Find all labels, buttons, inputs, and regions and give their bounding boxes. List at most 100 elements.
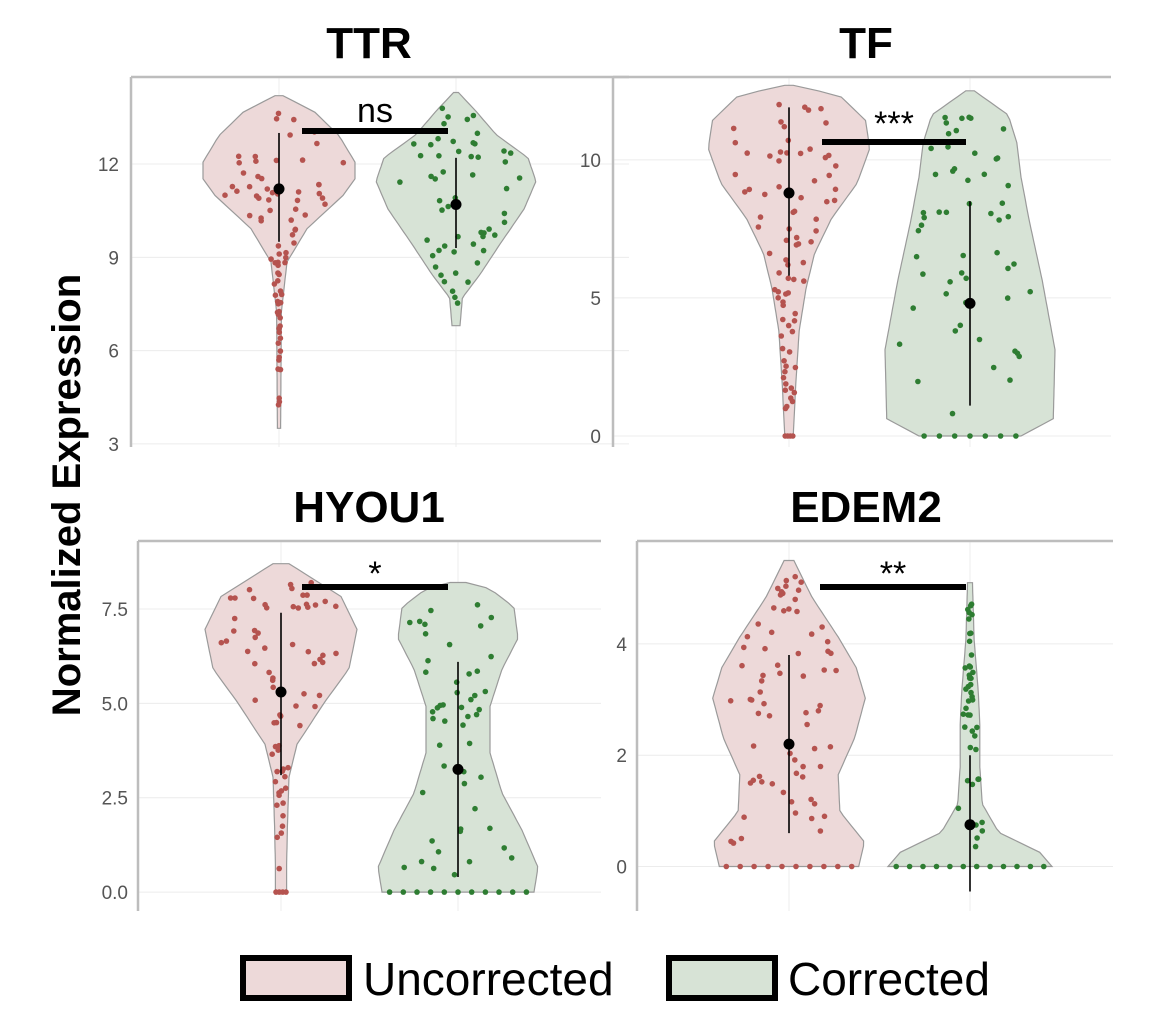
data-point bbox=[270, 675, 276, 681]
data-point bbox=[275, 402, 282, 408]
data-point bbox=[523, 889, 530, 895]
data-point bbox=[744, 150, 750, 156]
panel-ttr: TTR bbox=[326, 19, 412, 68]
data-point bbox=[277, 335, 284, 342]
data-point bbox=[277, 288, 284, 294]
data-point bbox=[819, 624, 825, 630]
data-point bbox=[766, 713, 773, 719]
data-point bbox=[750, 743, 757, 749]
data-point bbox=[785, 290, 791, 296]
data-point bbox=[776, 270, 782, 276]
data-point bbox=[782, 368, 788, 375]
data-point bbox=[759, 779, 765, 785]
data-point bbox=[960, 252, 966, 259]
data-point bbox=[782, 387, 789, 394]
legend-swatch-uncorrected bbox=[240, 955, 352, 1001]
data-point bbox=[963, 686, 969, 692]
data-point bbox=[227, 595, 234, 601]
data-point bbox=[807, 146, 813, 152]
data-point bbox=[274, 834, 281, 841]
data-point bbox=[1012, 348, 1018, 355]
plot-edem2: 0 2 4 ** bbox=[616, 539, 1113, 911]
data-point bbox=[283, 254, 289, 261]
data-point bbox=[246, 212, 253, 219]
data-point bbox=[445, 203, 452, 210]
data-point bbox=[972, 150, 978, 156]
data-point bbox=[246, 183, 253, 190]
data-point bbox=[802, 104, 808, 110]
y-tick-label: 12 bbox=[98, 155, 119, 176]
panel-hyou1: HYOU1 bbox=[293, 483, 445, 532]
data-point bbox=[963, 705, 969, 712]
data-point bbox=[312, 602, 319, 608]
data-point bbox=[501, 845, 508, 851]
data-point bbox=[757, 214, 764, 220]
data-point bbox=[287, 132, 293, 138]
data-point bbox=[423, 669, 429, 675]
data-point bbox=[778, 119, 784, 125]
data-point bbox=[223, 638, 230, 644]
data-point bbox=[451, 249, 457, 255]
data-point bbox=[274, 768, 280, 775]
data-point bbox=[761, 700, 767, 707]
data-point bbox=[974, 835, 980, 841]
data-point bbox=[432, 176, 439, 182]
data-point bbox=[951, 166, 958, 172]
data-point bbox=[441, 889, 448, 895]
data-point bbox=[269, 189, 276, 196]
data-point bbox=[436, 742, 443, 748]
data-point bbox=[786, 606, 792, 612]
data-point bbox=[777, 670, 783, 677]
data-point bbox=[957, 322, 964, 329]
data-point bbox=[1005, 182, 1011, 189]
data-point bbox=[269, 751, 276, 757]
data-point bbox=[452, 294, 458, 301]
data-point bbox=[783, 381, 789, 387]
data-point bbox=[780, 316, 786, 323]
y-tick-label: 10 bbox=[580, 151, 601, 172]
panel-tf: TF bbox=[839, 19, 893, 68]
data-point bbox=[282, 773, 288, 780]
y-tick-label: 0 bbox=[616, 857, 627, 878]
data-point bbox=[791, 276, 797, 283]
data-point bbox=[291, 240, 297, 246]
data-point bbox=[767, 153, 773, 159]
data-point bbox=[473, 711, 480, 718]
data-point bbox=[788, 385, 795, 391]
data-point bbox=[762, 191, 768, 198]
data-point bbox=[960, 711, 967, 717]
data-point bbox=[775, 295, 781, 301]
data-point bbox=[777, 149, 784, 155]
data-point bbox=[250, 595, 257, 602]
data-point bbox=[920, 209, 927, 216]
data-point bbox=[737, 863, 743, 870]
data-point bbox=[783, 257, 789, 263]
data-point bbox=[967, 664, 974, 670]
data-point bbox=[936, 433, 943, 439]
data-point bbox=[755, 710, 762, 717]
data-point bbox=[252, 697, 258, 703]
data-point bbox=[452, 270, 459, 276]
data-point bbox=[299, 157, 306, 163]
data-point bbox=[340, 159, 347, 166]
data-point bbox=[792, 573, 798, 580]
data-point bbox=[417, 152, 424, 159]
data-point bbox=[821, 813, 828, 820]
data-point bbox=[817, 702, 823, 709]
data-point bbox=[280, 800, 286, 806]
data-point bbox=[807, 863, 813, 870]
data-point bbox=[501, 219, 508, 226]
y-tick-label: 0 bbox=[590, 427, 601, 448]
data-point bbox=[798, 579, 804, 585]
data-point bbox=[419, 789, 426, 796]
data-point bbox=[791, 208, 798, 215]
data-point bbox=[783, 577, 790, 584]
data-point bbox=[429, 838, 435, 844]
data-point bbox=[813, 228, 819, 234]
data-point bbox=[278, 830, 285, 836]
data-point bbox=[316, 190, 323, 197]
data-point bbox=[960, 863, 967, 870]
data-point bbox=[732, 171, 739, 178]
data-point bbox=[446, 641, 453, 648]
data-point bbox=[476, 706, 483, 713]
